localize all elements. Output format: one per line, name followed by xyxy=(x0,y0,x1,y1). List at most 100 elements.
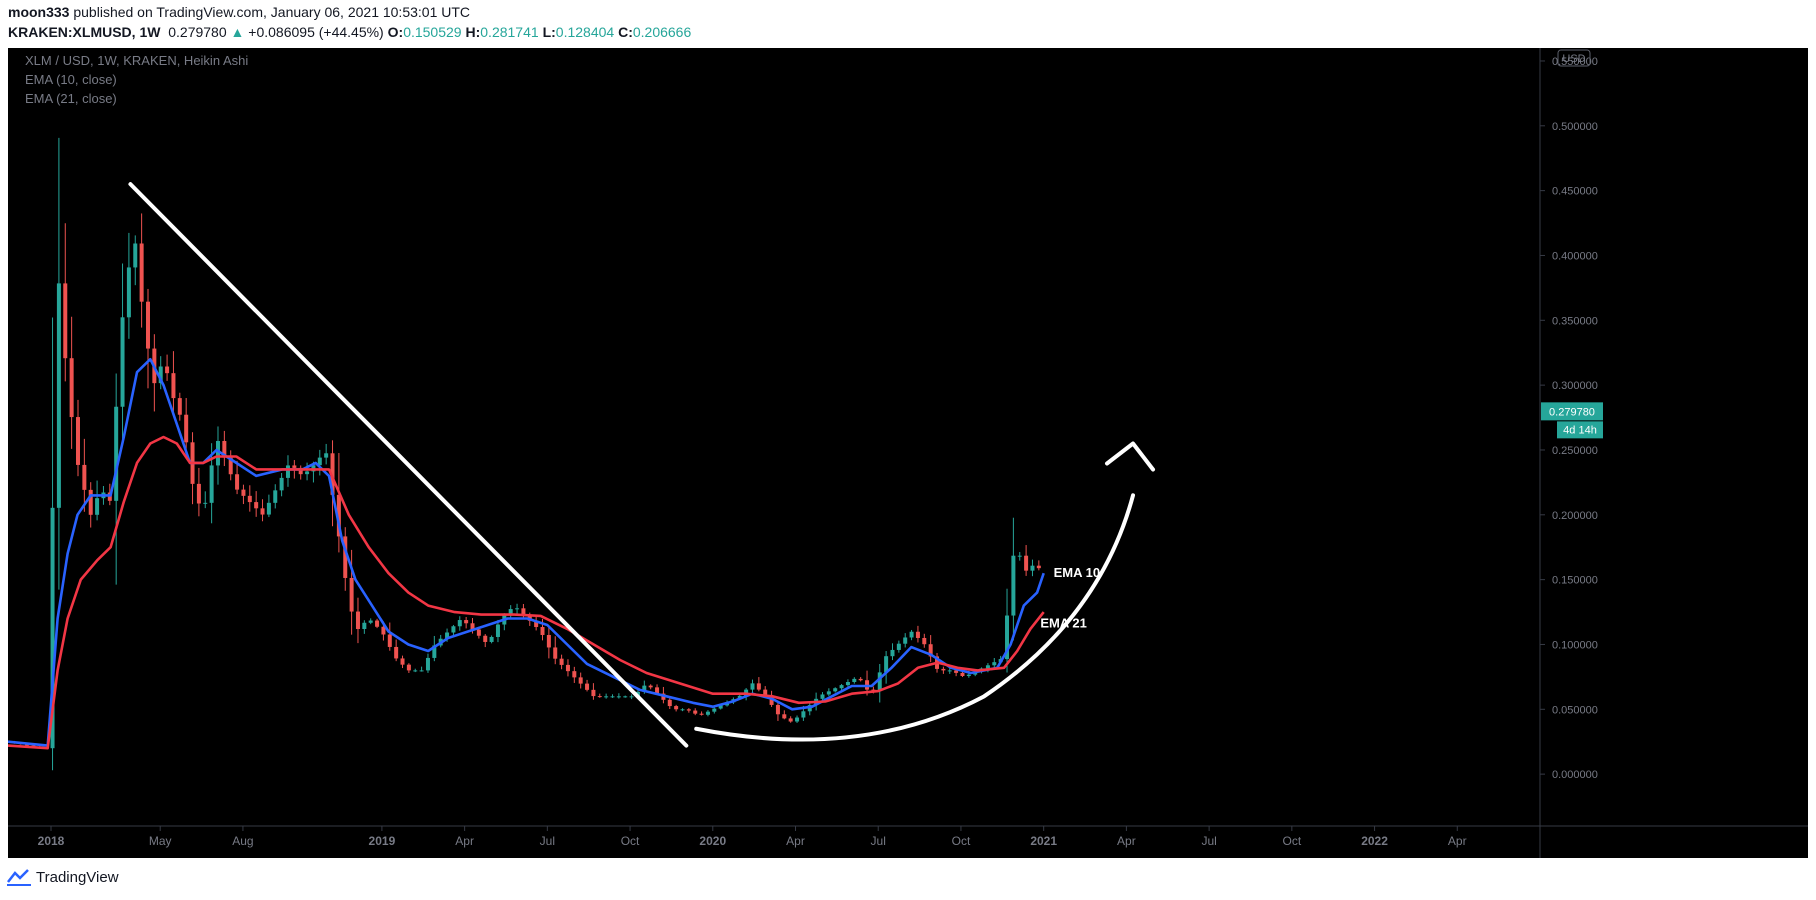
x-tick-label: Jul xyxy=(871,834,886,848)
candle-body xyxy=(215,440,220,466)
candle-body xyxy=(686,709,691,711)
candle-body xyxy=(1011,555,1016,616)
candle-body xyxy=(960,672,965,677)
candle-body xyxy=(527,614,532,621)
ema21-line xyxy=(8,435,1045,750)
candle-body xyxy=(642,685,647,692)
candle-body xyxy=(629,696,634,698)
x-tick-label: Apr xyxy=(786,834,805,848)
candle-body xyxy=(266,502,271,515)
y-tick-label: 0.000000 xyxy=(1552,769,1598,781)
y-tick-label: 0.050000 xyxy=(1552,704,1598,716)
candle-body xyxy=(604,696,609,698)
candle-body xyxy=(285,465,290,478)
ema10-annotation: EMA 10 xyxy=(1054,565,1100,580)
candle-body xyxy=(845,681,850,686)
candle-body xyxy=(521,608,526,615)
x-tick-label: 2022 xyxy=(1361,834,1388,848)
candle-body xyxy=(610,696,615,698)
low-label: L: xyxy=(542,24,556,40)
x-tick-label: Apr xyxy=(455,834,474,848)
candle-body xyxy=(546,634,551,648)
candle-body xyxy=(82,464,87,490)
candle-body xyxy=(915,631,920,638)
publish-info: published on TradingView.com, January 06… xyxy=(73,4,471,20)
candle-body xyxy=(699,713,704,715)
last-price: 0.279780 xyxy=(168,24,227,40)
symbol-label: KRAKEN:XLMUSD, 1W xyxy=(8,24,161,40)
candle-body xyxy=(1005,615,1010,660)
candle-body xyxy=(1017,555,1022,557)
candle-body xyxy=(114,406,119,501)
candle-body xyxy=(534,620,539,628)
low-value: 0.128404 xyxy=(555,24,615,40)
candle-body xyxy=(578,677,583,684)
candle-body xyxy=(120,317,125,407)
ema10-line xyxy=(8,357,1045,747)
y-tick-label: 0.450000 xyxy=(1552,186,1598,198)
candle-body xyxy=(903,637,908,644)
author-name[interactable]: moon333 xyxy=(8,4,70,20)
open-label: O: xyxy=(387,24,404,40)
candle-body xyxy=(413,670,418,672)
candle-body xyxy=(966,674,971,677)
candle-body xyxy=(896,643,901,650)
candle-body xyxy=(1030,565,1035,571)
candle-body xyxy=(954,670,959,673)
ema21-legend[interactable]: EMA (21, close) xyxy=(25,91,117,106)
candle-body xyxy=(305,471,310,475)
candle-body xyxy=(451,626,456,633)
candle-body xyxy=(343,536,348,578)
candle-body xyxy=(750,683,755,690)
candle-body xyxy=(820,694,825,699)
price-chart[interactable]: 0.550000 0.500000 0.450000 0.400000 0.350000… xyxy=(8,48,1808,858)
candle-body xyxy=(922,637,927,645)
candle-body xyxy=(432,645,437,658)
y-tick-label: 0.300000 xyxy=(1552,380,1598,392)
candle-body xyxy=(279,477,284,491)
high-label: H: xyxy=(465,24,481,40)
candle-body xyxy=(247,495,252,503)
close-value: 0.206666 xyxy=(632,24,692,40)
candle-body xyxy=(368,620,373,623)
candle-body xyxy=(184,414,189,443)
chart-panel[interactable]: 0.550000 0.500000 0.450000 0.400000 0.350000… xyxy=(8,48,1808,858)
candle-body xyxy=(406,664,411,671)
x-tick-label: Jul xyxy=(540,834,555,848)
candle-body xyxy=(260,508,265,515)
price-change: +0.086095 (+44.45%) xyxy=(248,24,384,40)
countdown-badge xyxy=(1557,421,1603,439)
candle-body xyxy=(648,685,653,688)
candle-body xyxy=(616,696,621,698)
high-value: 0.281741 xyxy=(480,24,539,40)
candle-body xyxy=(476,629,481,636)
x-tick-label: 2020 xyxy=(699,834,726,848)
candle-body xyxy=(718,705,723,709)
ema10-legend[interactable]: EMA (10, close) xyxy=(25,72,117,87)
candle-body xyxy=(88,489,93,515)
candle-body xyxy=(95,498,100,515)
x-tick-label: 2021 xyxy=(1030,834,1057,848)
candle-body xyxy=(139,243,144,302)
candle-body xyxy=(540,627,545,635)
candle-body xyxy=(203,502,208,504)
candle-body xyxy=(852,678,857,682)
x-tick-label: Jul xyxy=(1201,834,1216,848)
candle-body xyxy=(763,689,768,696)
candle-body xyxy=(375,620,380,627)
candle-body xyxy=(508,609,513,616)
candle-body xyxy=(330,453,335,495)
candle-body xyxy=(362,622,367,630)
x-tick-label: Oct xyxy=(621,834,640,848)
y-tick-label: 0.100000 xyxy=(1552,639,1598,651)
publish-line: moon333 published on TradingView.com, Ja… xyxy=(8,4,470,20)
candle-body xyxy=(826,691,831,695)
candle-body xyxy=(591,689,596,697)
candle-body xyxy=(126,267,131,318)
tradingview-brand[interactable]: TradingView xyxy=(36,868,119,886)
arrow-head-drawing xyxy=(1105,441,1156,472)
tradingview-logo-icon xyxy=(7,869,31,886)
candle-body xyxy=(680,709,685,711)
candle-body xyxy=(674,706,679,710)
candle-body xyxy=(470,623,475,630)
